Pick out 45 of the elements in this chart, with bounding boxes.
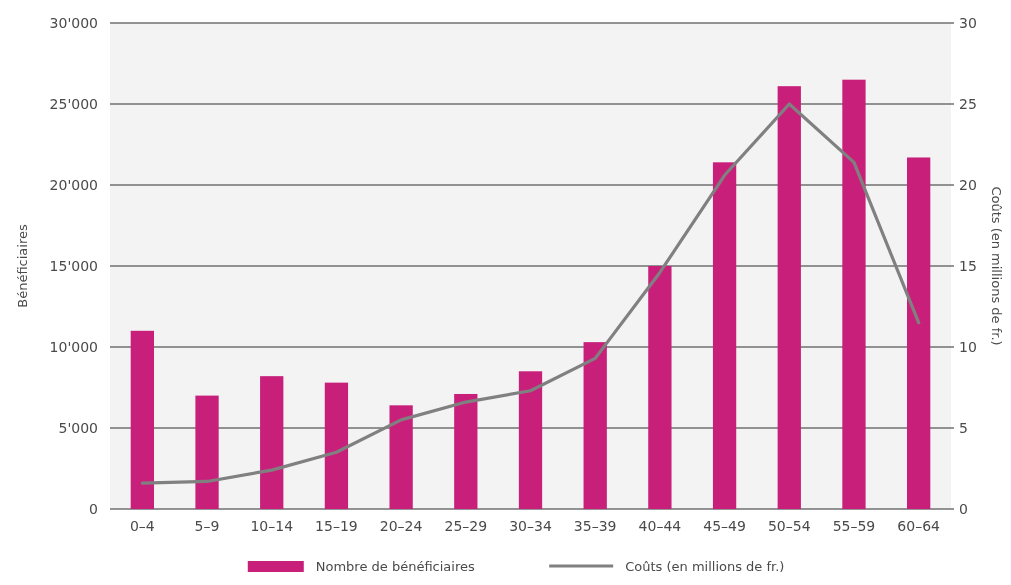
bar <box>907 157 931 509</box>
y-tick-label: 20'000 <box>49 176 98 193</box>
bar <box>324 382 349 509</box>
y2-tick-label: 20 <box>959 176 977 193</box>
x-tick-label: 25–29 <box>444 517 488 534</box>
y2-tick-label: 10 <box>959 338 977 355</box>
bar <box>260 376 284 509</box>
y-axis-title: Bénéficiaires <box>14 224 30 308</box>
x-tick-label: 60–64 <box>897 517 941 534</box>
x-tick-label: 50–54 <box>767 517 811 534</box>
bar <box>842 79 866 509</box>
y-tick-label: 30'000 <box>49 14 98 31</box>
x-tick-label: 10–14 <box>250 517 294 534</box>
bar <box>389 405 413 509</box>
bar <box>195 395 219 509</box>
y2-tick-label: 25 <box>959 95 977 112</box>
x-tick-label: 35–39 <box>573 517 617 534</box>
line-series <box>140 102 921 485</box>
bar <box>712 162 737 509</box>
bar <box>648 266 672 509</box>
y2-tick-label: 5 <box>959 419 968 436</box>
bar <box>518 371 543 509</box>
x-tick-label: 55–59 <box>832 517 876 534</box>
bar <box>777 86 801 509</box>
bar <box>583 342 607 509</box>
y2-tick-label: 15 <box>959 257 977 274</box>
x-tick-label: 20–24 <box>379 517 423 534</box>
y2-tick-label: 0 <box>959 500 968 517</box>
y-tick-label: 25'000 <box>49 95 98 112</box>
y-tick-label: 10'000 <box>49 338 98 355</box>
x-tick-label: 5–9 <box>194 517 220 534</box>
y-tick-label: 5'000 <box>58 419 98 436</box>
x-tick-label: 15–19 <box>315 517 358 534</box>
x-tick-label: 45–49 <box>703 517 746 534</box>
y2-axis-title: Coûts (en millions de fr.) <box>989 186 1005 346</box>
legend-label: Nombre de bénéficiaires <box>315 558 476 574</box>
x-tick-label: 30–34 <box>509 517 552 534</box>
bar <box>130 330 154 509</box>
bar <box>454 393 478 509</box>
x-tick-label: 40–44 <box>638 517 682 534</box>
y-tick-label: 15'000 <box>49 257 98 274</box>
y2-tick-label: 30 <box>959 14 977 31</box>
y-tick-label: 0 <box>89 500 98 517</box>
legend-label: Coûts (en millions de fr.) <box>625 558 785 574</box>
x-tick-label: 0–4 <box>129 517 155 534</box>
